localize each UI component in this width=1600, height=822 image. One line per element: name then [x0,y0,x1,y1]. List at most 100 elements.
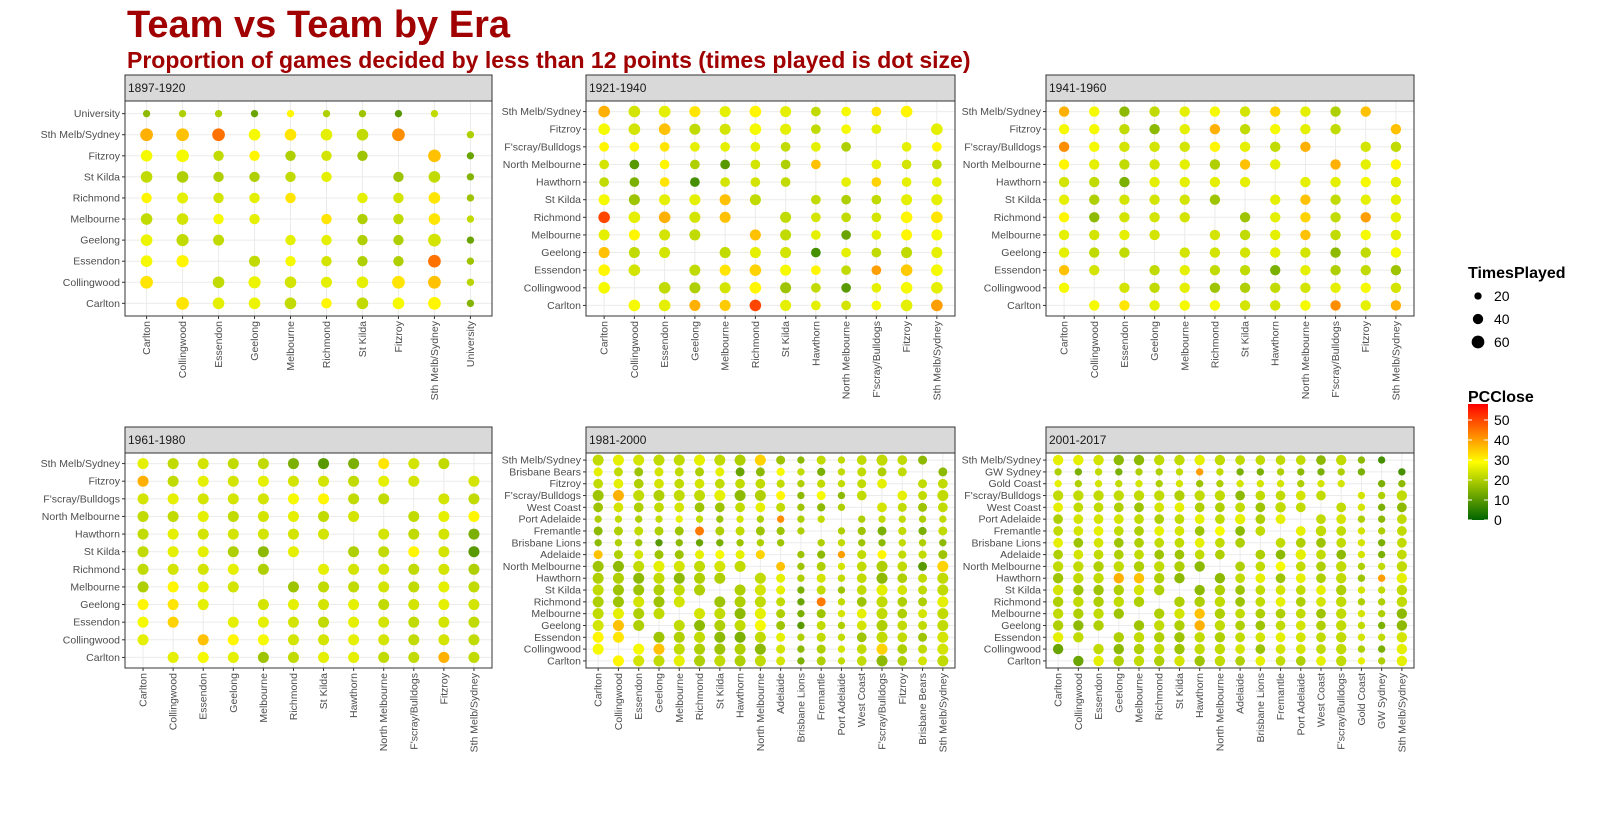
dot [876,631,888,643]
dot [428,297,441,310]
x-tick-label: North Melbourne [755,673,767,751]
dot [673,454,685,466]
dot [1113,608,1124,619]
dot [1239,229,1251,241]
dot [1119,124,1130,135]
dot [1390,282,1402,293]
dot [599,159,609,170]
dot [287,493,299,505]
dot [1336,537,1347,548]
dot [1270,247,1281,258]
dot [1295,620,1306,631]
y-tick-label: Richmond [534,596,581,608]
dot [167,475,179,487]
dot [653,584,665,596]
dot [755,502,766,513]
dot [1214,620,1226,631]
dot [593,526,603,536]
dot [690,159,700,170]
dot [348,599,360,611]
dot [871,230,882,240]
dot [1073,596,1084,608]
dot [378,616,390,628]
dot [468,651,480,663]
x-tick-label: Geelong [249,321,261,361]
x-tick-label: Fitzroy [897,672,909,704]
dot [871,265,882,276]
dot [1113,526,1124,536]
dot [1236,480,1244,488]
dot [1275,514,1286,525]
dot [321,150,332,161]
dot [318,493,330,505]
dot [1093,643,1104,655]
dot [837,645,846,653]
dot [654,478,664,489]
dot [900,105,913,118]
dot [1149,282,1160,293]
dot [897,596,908,607]
y-tick-label: Fitzroy [89,150,121,162]
dot [356,276,369,289]
dot [287,581,299,593]
dot [1174,643,1185,655]
dot [694,572,706,584]
dot [1133,561,1145,572]
dot [357,213,368,225]
dot [719,247,731,259]
dot [392,128,405,142]
dot [318,581,330,593]
dot [1316,561,1326,572]
x-tick-label: Collingwood [613,673,625,730]
y-tick-label: Hawthorn [536,177,581,189]
dot [1255,596,1266,607]
x-tick-label: Hawthorn [348,673,360,718]
x-tick-label: Fremantle [816,673,828,720]
dot [1316,596,1326,607]
dot [176,213,189,225]
dot [1215,502,1225,513]
dot [1215,549,1225,560]
panel-background [125,453,492,668]
dot [1255,526,1266,536]
dot [599,177,609,187]
dot [841,194,851,205]
dot [1073,549,1084,560]
y-tick-label: F'scray/Bulldogs [964,141,1041,153]
chart-title: Team vs Team by Era [127,4,511,46]
dot [918,479,928,489]
dot [1377,480,1386,488]
dot [938,526,948,536]
dot [1058,264,1070,276]
dot [856,561,867,572]
y-tick-label: Hawthorn [536,573,581,585]
dot [1179,124,1190,135]
dot [598,282,610,294]
y-tick-label: Melbourne [531,229,581,241]
panel-1897-1920: 1897-1920 Carlton Collingwood Essendon Geelo… [41,74,493,400]
dot [633,572,645,584]
dot [754,631,766,643]
dot [837,539,846,547]
dot [1073,526,1084,536]
dot [318,528,330,540]
dot [197,651,209,663]
dot [197,528,209,540]
dot [357,192,368,204]
dot [780,299,792,311]
x-tick-label: Richmond [288,673,300,720]
dot [755,526,765,536]
panel-dots [592,454,949,667]
dot [776,644,786,654]
y-tick-label: St Kilda [84,171,120,183]
panel-2001-2017: 2001-2017CarltonCollingwoodEssendonGeelo… [962,426,1415,752]
dot [1149,264,1160,276]
size-legend-title: TimesPlayed [1468,265,1566,282]
y-tick-label: Geelong [80,599,120,611]
dot [871,194,882,205]
dot [137,528,149,540]
dot [318,634,330,646]
size-legend-label: 20 [1494,288,1510,304]
dot [1256,468,1264,476]
dot [918,491,928,501]
